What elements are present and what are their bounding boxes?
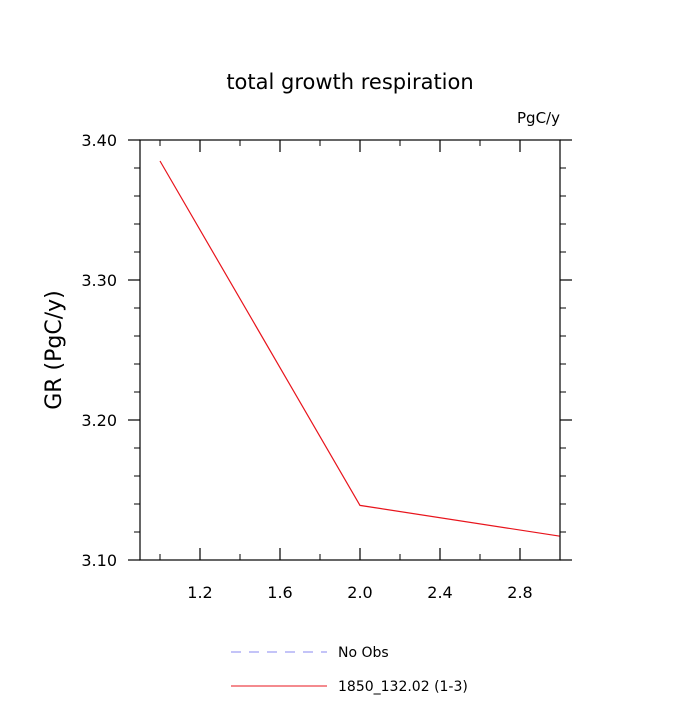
series-lines (159, 160, 561, 537)
chart-title: total growth respiration (226, 70, 473, 94)
x-tick-label: 2.8 (507, 583, 532, 602)
y-axis-label: GR (PgC/y) (42, 290, 67, 410)
y-tick-label: 3.40 (81, 131, 117, 150)
legend: No Obs 1850_132.02 (1-3) (231, 645, 468, 695)
x-tick-label: 1.6 (267, 583, 292, 602)
legend-label: No Obs (338, 645, 389, 661)
y-tick-label: 3.20 (81, 411, 117, 430)
series-line (159, 160, 561, 537)
x-tick-label: 1.2 (187, 583, 212, 602)
x-tick-label: 2.4 (427, 583, 452, 602)
plot-frame (139, 139, 561, 561)
y-tick-label: 3.10 (81, 551, 117, 570)
y-tick-label: 3.30 (81, 271, 117, 290)
legend-label: 1850_132.02 (1-3) (338, 679, 468, 695)
units-label: PgC/y (517, 109, 560, 127)
axis-ticks (128, 139, 572, 561)
x-tick-label: 2.0 (347, 583, 372, 602)
axis-tick-labels: 1.2 1.6 2.0 2.4 2.8 3.10 3.20 3.30 3.40 (81, 131, 532, 602)
